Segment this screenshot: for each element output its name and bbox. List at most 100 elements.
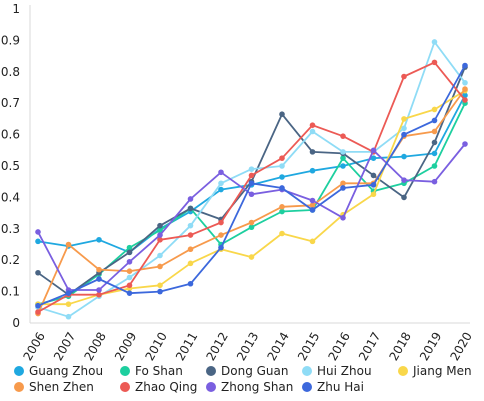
legend-label: Shen Zhen [29,380,94,394]
x-tick-label: 2017 [356,330,383,363]
data-point [401,194,407,201]
data-point [431,163,438,169]
data-point [309,149,316,155]
data-point [340,163,346,169]
x-tick-label: 2020 [447,330,474,363]
data-point [462,141,468,147]
data-point [218,232,224,238]
data-point [65,241,72,248]
data-point [370,147,377,154]
legend-marker [206,366,216,376]
legend-label: Jiang Men [412,364,472,378]
data-point [248,254,255,260]
x-tick-label: 2018 [386,330,413,363]
data-point [431,59,438,66]
data-point [187,222,194,229]
y-tick-label: 0.3 [1,222,20,236]
data-point [187,232,194,238]
data-point [370,182,377,188]
data-point [96,236,102,243]
data-point [157,282,163,289]
legend-marker [14,366,24,376]
legend-item: Guang Zhou [14,364,103,378]
data-point [96,287,102,293]
data-point [126,268,133,274]
legend-marker [302,366,312,376]
data-point [248,180,255,187]
legend-label: Hui Zhou [317,364,372,378]
data-point [279,155,285,161]
data-point [462,79,468,86]
data-point [157,288,163,295]
legend-item: Dong Guan [206,364,288,378]
data-point [65,301,72,307]
data-point [218,169,224,176]
data-point [340,133,346,139]
legend-label: Fo Shan [135,364,183,378]
x-tick-label: 2012 [203,330,230,363]
data-point [279,174,285,180]
data-point [157,263,163,270]
data-point [370,172,377,179]
data-point [431,178,438,185]
data-point [431,139,438,146]
data-point [126,274,133,281]
data-point [96,266,102,273]
data-point [248,224,255,231]
legend-marker [120,382,130,392]
data-point [187,196,194,202]
data-point [157,232,163,238]
data-point [218,186,224,193]
data-point [248,172,255,179]
y-tick-label: 0.4 [1,190,20,204]
data-point [65,290,72,296]
data-point [35,269,41,276]
series-group [35,39,468,320]
data-point [309,122,316,128]
data-point [309,128,316,135]
legend-label: Guang Zhou [29,364,103,378]
legend-marker [302,382,312,392]
data-point [340,185,346,191]
y-tick-label: 0.9 [1,33,20,47]
data-point [401,73,407,80]
data-point [248,191,255,198]
legend-marker [14,382,24,392]
data-point [462,92,468,99]
data-point [462,97,468,103]
data-point [279,185,285,191]
y-tick-label: 0.1 [1,285,20,299]
data-point [279,208,285,215]
legend-label: Zhong Shan [221,380,293,394]
legend-item: Zhao Qing [120,380,197,394]
x-tick-label: 2011 [173,330,200,363]
x-tick-label: 2013 [234,330,261,363]
data-point [126,244,133,251]
data-point [431,39,438,45]
data-point [157,227,163,234]
data-point [340,155,346,161]
data-point [96,291,102,298]
data-point [431,117,438,124]
data-point [218,244,224,251]
legend-item: Fo Shan [120,364,183,378]
y-tick-label: 0.8 [1,65,20,79]
data-point [248,219,255,226]
data-point [187,280,194,287]
legend-label: Zhu Hai [317,380,364,394]
data-point [309,197,316,204]
data-point [340,215,346,221]
series-group [35,87,468,307]
data-point [340,180,346,187]
data-point [35,229,41,235]
data-point [279,230,285,237]
data-point [35,238,41,245]
data-point [401,125,407,132]
x-tick-label: 2016 [325,330,352,363]
data-point [279,111,285,117]
x-tick-label: 2019 [417,330,444,363]
data-point [279,204,285,210]
y-tick-label: 0.2 [1,253,20,267]
data-point [65,313,72,320]
